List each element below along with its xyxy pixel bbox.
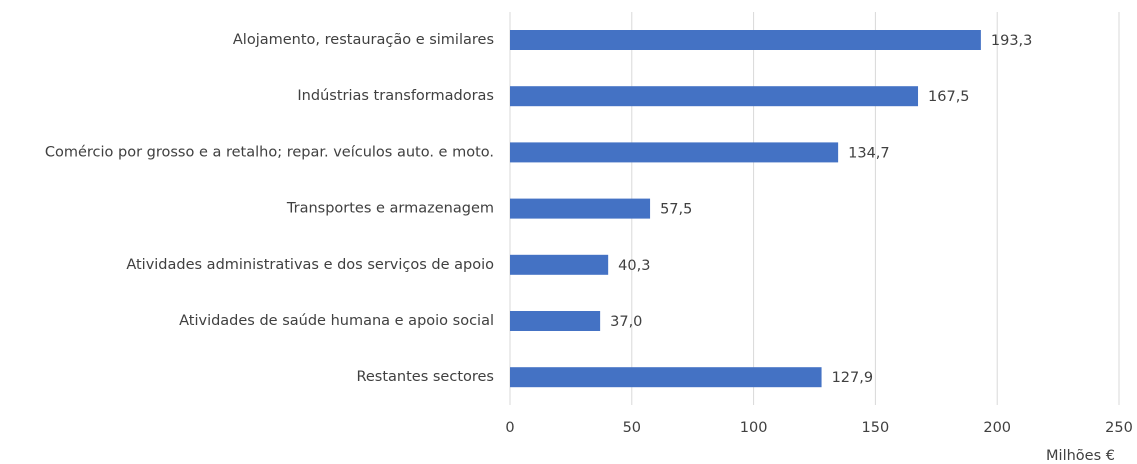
bar [510,198,651,219]
y-tick-label: Restantes sectores [356,369,494,385]
y-tick-label: Indústrias transformadoras [297,88,494,104]
x-tick-label: 150 [862,420,890,436]
bar [510,311,601,331]
y-tick-label: Atividades administrativas e dos serviço… [126,257,494,273]
x-tick-label: 250 [1105,420,1133,436]
value-label: 37,0 [610,314,642,330]
bar [510,86,919,107]
x-tick-label: 0 [505,420,514,436]
x-tick-label: 50 [623,420,641,436]
y-tick-label: Comércio por grosso e a retalho; repar. … [45,144,494,160]
bar [510,142,839,163]
value-label: 57,5 [660,202,692,218]
y-tick-label: Atividades de saúde humana e apoio socia… [179,313,494,329]
y-tick-label: Transportes e armazenagem [286,201,494,217]
bar [510,367,822,388]
bar [510,254,609,275]
y-tick-label: Alojamento, restauração e similares [233,32,494,48]
value-label: 134,7 [848,145,890,161]
value-label: 167,5 [928,89,970,105]
x-tick-label: 200 [983,420,1011,436]
value-label: 40,3 [618,258,650,274]
value-label: 193,3 [991,33,1033,49]
bar [510,30,981,50]
value-label: 127,9 [832,370,874,386]
x-tick-label: 100 [740,420,768,436]
x-axis-label: Milhões € [1046,448,1115,464]
